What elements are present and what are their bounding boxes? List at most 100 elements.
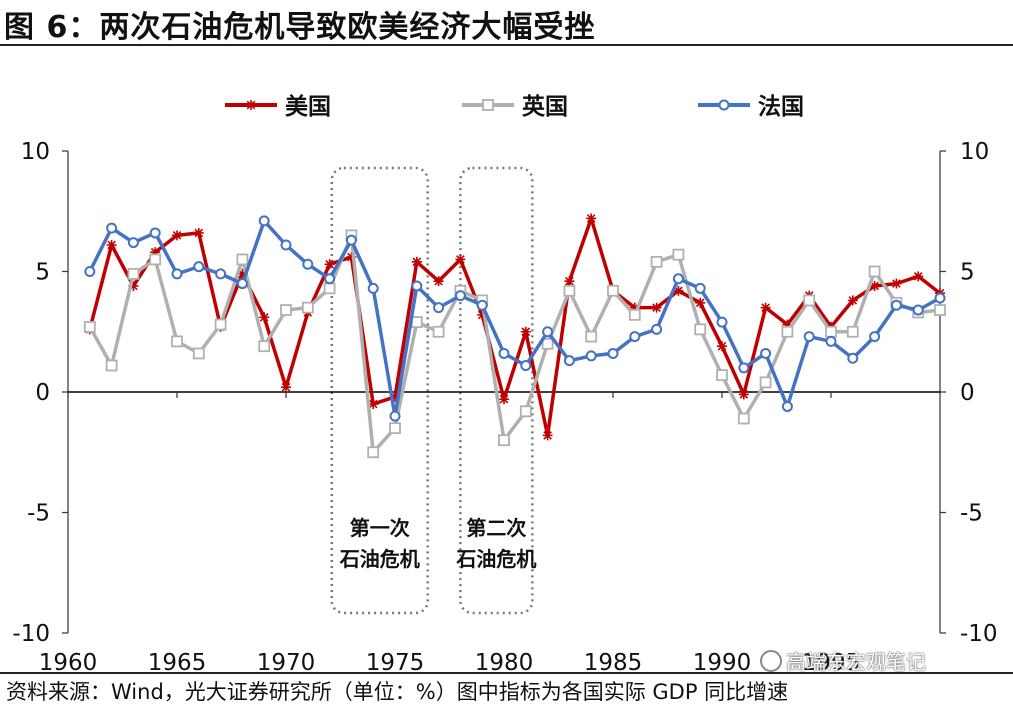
x-tick-label: 1995 [802, 650, 861, 672]
data-point [367, 446, 380, 459]
series-2 [84, 215, 946, 422]
data-point [629, 331, 641, 343]
x-tick-label: 1990 [693, 650, 752, 672]
data-point [499, 394, 509, 405]
data-point [737, 412, 750, 425]
data-point [716, 369, 728, 382]
data-point [454, 290, 466, 302]
data-point [367, 282, 379, 294]
data-point [476, 299, 488, 311]
data-point [389, 422, 401, 435]
legend-swatch-marker [718, 99, 730, 111]
data-point [127, 237, 139, 249]
chart-legend: 美国 英国 法国 [225, 93, 804, 120]
data-point [760, 347, 772, 359]
data-point [781, 400, 793, 412]
data-point [281, 382, 291, 393]
data-point [650, 255, 663, 268]
data-point [585, 350, 597, 362]
y-tick-label-left: 0 [35, 380, 50, 406]
data-point [913, 271, 924, 282]
data-point [563, 355, 575, 367]
data-point [193, 227, 204, 238]
y-tick-label-left: -10 [12, 621, 50, 647]
data-point [607, 284, 619, 297]
data-point [345, 234, 357, 246]
data-point [258, 215, 270, 227]
crisis-label-line2: 石油危机 [339, 547, 420, 571]
y-tick-label-left: -5 [27, 501, 50, 527]
data-point [716, 316, 728, 328]
data-point [215, 268, 227, 280]
watermark: 高端东宏观笔记 [760, 646, 926, 675]
data-point [847, 352, 859, 364]
data-point [586, 213, 597, 224]
data-point [628, 308, 641, 321]
legend-label: 美国 [285, 93, 331, 120]
data-point [803, 294, 816, 307]
data-point [934, 292, 946, 304]
data-point [891, 278, 902, 289]
y-tick-label-right: -10 [960, 621, 998, 647]
data-point [389, 410, 401, 422]
data-point [869, 331, 881, 343]
crisis-label-line1: 第二次 [466, 516, 526, 540]
data-point [149, 227, 161, 239]
data-point [694, 323, 707, 336]
data-point [738, 362, 750, 374]
legend-label: 法国 [758, 94, 804, 120]
data-point [672, 273, 684, 285]
source-note: 资料来源：Wind，光大证券研究所（单位：%）图中指标为各国实际 GDP 同比增… [6, 680, 789, 704]
data-point [519, 405, 532, 418]
data-point [411, 256, 422, 267]
data-point [673, 285, 684, 296]
source-rule [0, 672, 1013, 674]
crisis-label-line1: 第一次 [350, 516, 410, 540]
data-point [346, 252, 357, 263]
data-point [695, 297, 706, 308]
data-point [477, 309, 488, 320]
data-point [324, 273, 336, 285]
data-point [259, 312, 270, 323]
data-point [607, 347, 619, 359]
data-point [106, 239, 117, 250]
x-tick-label: 1975 [366, 650, 425, 672]
data-point [847, 295, 858, 306]
crisis-label-line2: 石油危机 [455, 547, 536, 571]
data-point [846, 325, 859, 338]
data-point [651, 302, 662, 313]
data-point [542, 326, 554, 338]
crisis-box-1 [330, 166, 429, 615]
data-point [324, 259, 335, 270]
data-point [738, 389, 749, 400]
data-point [280, 239, 292, 251]
data-point [192, 347, 205, 360]
data-point [803, 331, 815, 343]
data-point [825, 325, 837, 338]
data-point [542, 430, 553, 441]
data-point [498, 434, 510, 447]
data-point [934, 304, 946, 316]
series-0 [84, 213, 945, 441]
data-point [825, 335, 837, 347]
data-point [759, 376, 772, 389]
data-point [193, 261, 205, 273]
data-point [563, 284, 576, 297]
data-point [498, 347, 510, 359]
data-point [433, 302, 445, 314]
data-point [237, 268, 248, 279]
y-tick-label-right: 5 [960, 260, 975, 286]
x-tick-label: 1970 [257, 650, 316, 672]
data-point [149, 253, 162, 266]
data-point [694, 282, 706, 294]
data-point [258, 340, 271, 353]
data-point [541, 337, 554, 350]
data-point [214, 318, 227, 331]
data-point [150, 247, 161, 258]
data-point [410, 316, 423, 329]
data-point [912, 304, 924, 316]
series-1 [83, 229, 946, 459]
data-point [368, 399, 379, 410]
data-point [520, 326, 531, 337]
x-tick-label: 1985 [584, 650, 643, 672]
